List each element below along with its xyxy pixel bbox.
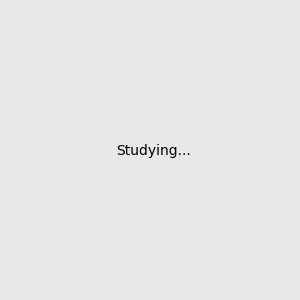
Text: Studying...: Studying... (116, 145, 191, 158)
